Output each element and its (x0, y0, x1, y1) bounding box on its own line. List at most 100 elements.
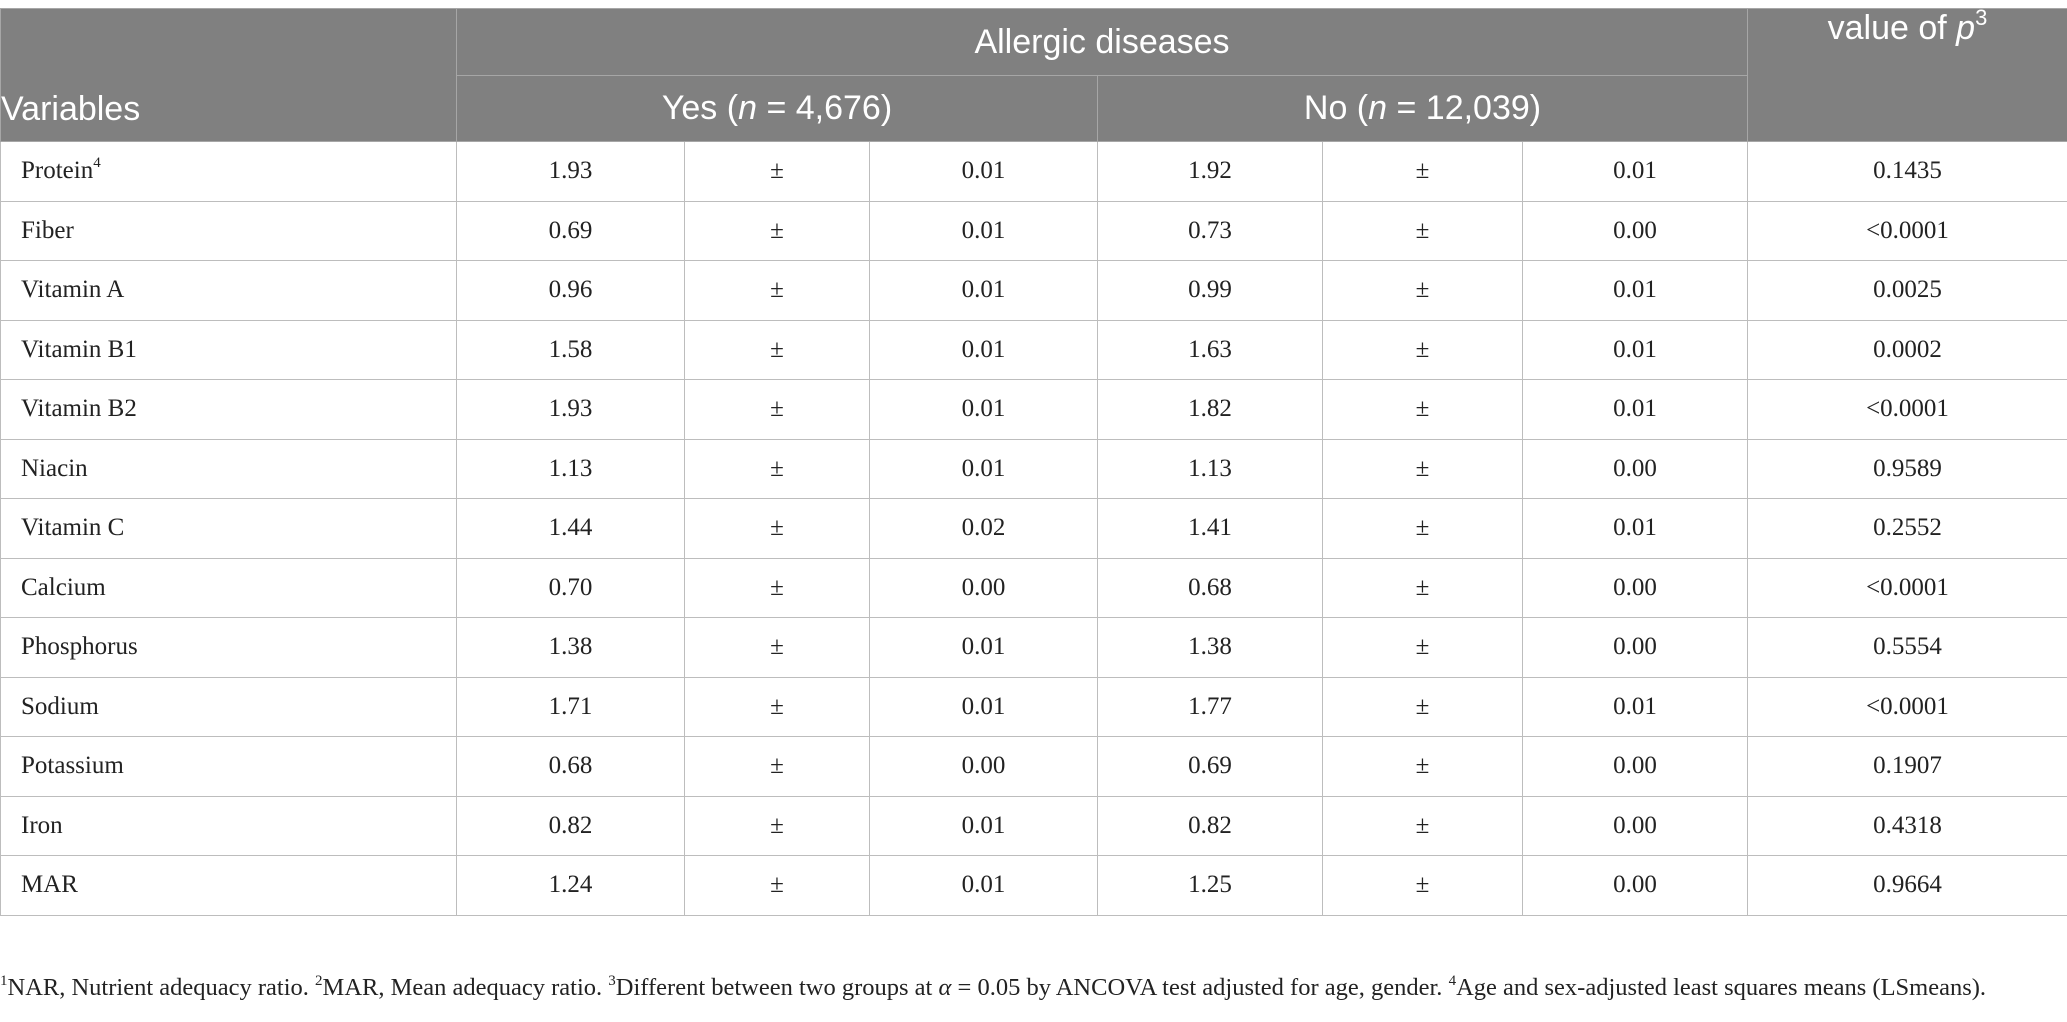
group-header: Allergic diseases (456, 8, 1748, 76)
no-pm-cell: ± (1322, 676, 1523, 737)
footnote-1: NAR, Nutrient adequacy ratio. (7, 974, 316, 1001)
p-value-cell: <0.0001 (1747, 200, 2067, 261)
no-mean-cell: 0.68 (1097, 557, 1323, 618)
p-value-cell: <0.0001 (1747, 557, 2067, 618)
variables-header-label: Variables (1, 90, 141, 128)
variable-name: Niacin (21, 454, 88, 482)
yes-mean-cell: 1.24 (456, 855, 685, 916)
yes-pm-cell: ± (684, 438, 870, 499)
variable-cell: Vitamin C (0, 498, 457, 559)
yes-mean-cell: 0.70 (456, 557, 685, 618)
variables-header: Variables (0, 8, 457, 142)
p-value-cell: 0.9589 (1747, 438, 2067, 499)
no-pm-cell: ± (1322, 855, 1523, 916)
p-value-cell: 0.0002 (1747, 319, 2067, 380)
p-footnote-marker: 3 (1975, 5, 1988, 30)
table-row: Protein4 1.93 ±0.01 1.92 ±0.01 0.1435 (0, 141, 2067, 202)
no-se-cell: 0.00 (1522, 557, 1748, 618)
header-row-2: Yes (n = 4,676) No (n = 12,039) (1, 75, 2067, 142)
no-se-cell: 0.00 (1522, 795, 1748, 856)
no-mean-cell: 0.99 (1097, 260, 1323, 321)
yes-pm-cell: ± (684, 200, 870, 261)
yes-mean-cell: 0.69 (456, 200, 685, 261)
variable-cell: Niacin (0, 438, 457, 499)
header-row-1: Variables Allergic diseases value of p3 (0, 7, 2067, 142)
yes-se-cell: 0.01 (869, 795, 1098, 856)
variable-name: Phosphorus (21, 633, 138, 661)
variable-cell: Calcium (0, 557, 457, 618)
no-se-cell: 0.01 (1522, 319, 1748, 380)
no-count: = 12,039) (1387, 89, 1542, 127)
no-group-header: No (n = 12,039) (1097, 75, 1748, 142)
variable-cell: MAR (0, 855, 457, 916)
no-se-cell: 0.01 (1522, 141, 1748, 202)
yes-pm-cell: ± (684, 676, 870, 737)
variable-cell: Protein4 (0, 141, 457, 202)
no-n-symbol: n (1368, 89, 1388, 127)
footnote-marker-4: 4 (1448, 973, 1457, 989)
yes-pm-cell: ± (684, 498, 870, 559)
no-se-cell: 0.01 (1522, 379, 1748, 440)
p-value-cell: 0.9664 (1747, 855, 2067, 916)
yes-se-cell: 0.02 (869, 498, 1098, 559)
p-symbol: p (1956, 9, 1976, 47)
no-mean-cell: 1.41 (1097, 498, 1323, 559)
variable-cell: Vitamin B1 (0, 319, 457, 380)
variable-name: Vitamin C (21, 514, 125, 542)
no-pm-cell: ± (1322, 141, 1523, 202)
yes-pm-cell: ± (684, 795, 870, 856)
no-pm-cell: ± (1322, 379, 1523, 440)
no-mean-cell: 1.63 (1097, 319, 1323, 380)
variable-cell: Potassium (0, 736, 457, 797)
yes-mean-cell: 1.38 (456, 617, 685, 678)
p-value-cell: <0.0001 (1747, 379, 2067, 440)
yes-label: Yes ( (661, 89, 739, 127)
table-row: Phosphorus 1.38 ±0.01 1.38 ±0.00 0.5554 (0, 617, 2067, 678)
variable-name: Vitamin B2 (21, 395, 137, 423)
table-row: Sodium 1.71 ±0.01 1.77 ±0.01 <0.0001 (0, 676, 2067, 737)
table-row: Iron 0.82 ±0.01 0.82 ±0.00 0.4318 (0, 795, 2067, 856)
table-row: Potassium 0.68 ±0.00 0.69 ±0.00 0.1907 (0, 736, 2067, 797)
p-value-cell: 0.1907 (1747, 736, 2067, 797)
table-row: MAR 1.24 ±0.01 1.25 ±0.00 0.9664 (0, 855, 2067, 916)
variable-name: Fiber (21, 216, 74, 244)
yes-mean-cell: 1.13 (456, 438, 685, 499)
yes-se-cell: 0.01 (869, 319, 1098, 380)
yes-pm-cell: ± (684, 617, 870, 678)
yes-pm-cell: ± (684, 319, 870, 380)
yes-mean-cell: 1.44 (456, 498, 685, 559)
no-se-cell: 0.00 (1522, 438, 1748, 499)
no-pm-cell: ± (1322, 795, 1523, 856)
variable-name: Potassium (21, 752, 124, 780)
alpha-symbol: α (938, 974, 952, 1001)
variable-cell: Sodium (0, 676, 457, 737)
yes-mean-cell: 1.71 (456, 676, 685, 737)
no-mean-cell: 1.82 (1097, 379, 1323, 440)
yes-mean-cell: 0.82 (456, 795, 685, 856)
table-row: Niacin 1.13 ±0.01 1.13 ±0.00 0.9589 (0, 438, 2067, 499)
yes-mean-cell: 0.68 (456, 736, 685, 797)
variable-name: Vitamin A (21, 276, 125, 304)
yes-pm-cell: ± (684, 141, 870, 202)
nutrient-adequacy-table: Variables Allergic diseases value of p3 … (0, 7, 2067, 916)
no-mean-cell: 1.77 (1097, 676, 1323, 737)
yes-group-header: Yes (n = 4,676) (456, 75, 1098, 142)
table-row: Vitamin A 0.96 ±0.01 0.99 ±0.01 0.0025 (0, 260, 2067, 321)
variable-footnote-marker: 4 (93, 155, 101, 172)
p-value-cell: 0.4318 (1747, 795, 2067, 856)
no-pm-cell: ± (1322, 319, 1523, 380)
p-value-label: value of (1827, 9, 1957, 47)
footnote-marker-1: 1 (0, 973, 8, 989)
footnote-marker-2: 2 (315, 973, 323, 989)
yes-se-cell: 0.01 (869, 141, 1098, 202)
table-row: Vitamin B2 1.93 ±0.01 1.82 ±0.01 <0.0001 (0, 379, 2067, 440)
variable-name: Calcium (21, 573, 106, 601)
no-se-cell: 0.00 (1522, 617, 1748, 678)
no-pm-cell: ± (1322, 557, 1523, 618)
yes-mean-cell: 0.96 (456, 260, 685, 321)
yes-se-cell: 0.01 (869, 617, 1098, 678)
yes-se-cell: 0.01 (869, 676, 1098, 737)
no-se-cell: 0.01 (1522, 260, 1748, 321)
yes-pm-cell: ± (684, 379, 870, 440)
variable-cell: Vitamin B2 (0, 379, 457, 440)
